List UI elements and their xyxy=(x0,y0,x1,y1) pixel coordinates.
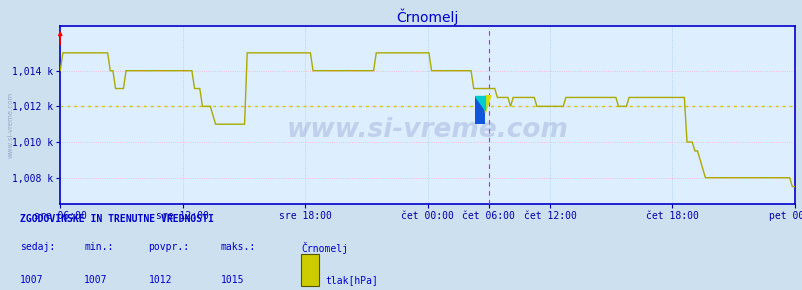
Text: 1007: 1007 xyxy=(84,275,107,285)
Text: 1012: 1012 xyxy=(148,275,172,285)
Text: 1007: 1007 xyxy=(20,275,43,285)
Title: Črnomelj: Črnomelj xyxy=(396,8,458,25)
Text: tlak[hPa]: tlak[hPa] xyxy=(325,275,378,285)
Polygon shape xyxy=(474,96,484,110)
Text: 1015: 1015 xyxy=(221,275,244,285)
Bar xyxy=(301,254,318,286)
Text: min.:: min.: xyxy=(84,242,114,252)
Text: Črnomelj: Črnomelj xyxy=(301,242,348,254)
Text: sedaj:: sedaj: xyxy=(20,242,55,252)
Polygon shape xyxy=(484,96,490,113)
Bar xyxy=(474,96,484,124)
Text: maks.:: maks.: xyxy=(221,242,256,252)
Text: www.si-vreme.com: www.si-vreme.com xyxy=(7,92,14,158)
Text: ZGODOVINSKE IN TRENUTNE VREDNOSTI: ZGODOVINSKE IN TRENUTNE VREDNOSTI xyxy=(20,214,213,224)
Text: www.si-vreme.com: www.si-vreme.com xyxy=(286,117,568,143)
Text: povpr.:: povpr.: xyxy=(148,242,189,252)
